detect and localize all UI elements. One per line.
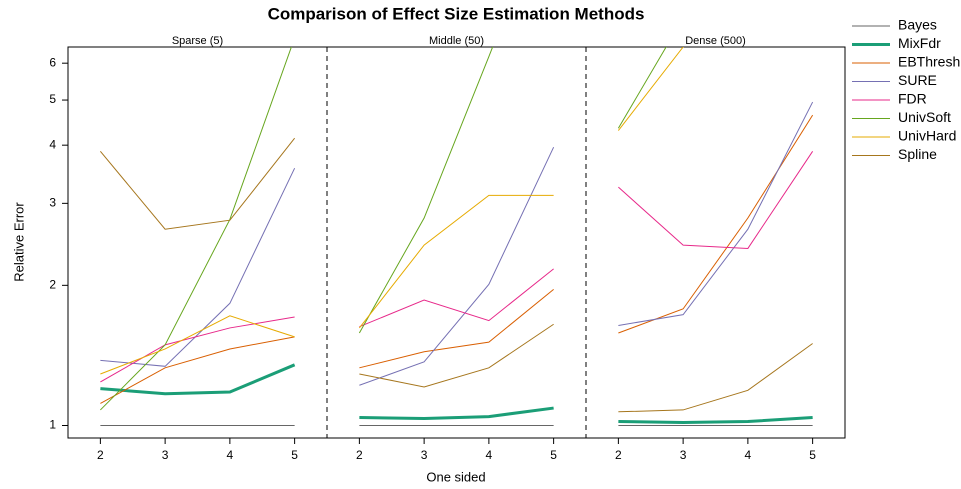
x-tick-label: 3 [680,448,687,462]
series-line [618,151,814,249]
plot-frame [67,46,846,439]
series-line [99,137,296,230]
series-line [358,47,494,334]
series-line [617,47,684,131]
y-tick-label: 3 [49,196,56,210]
legend-label: EBThresh [898,54,960,70]
x-tick-label: 5 [291,448,298,462]
x-tick-label: 3 [162,448,169,462]
series-line [359,406,554,421]
x-tick-label: 5 [550,448,557,462]
y-axis-label: Relative Error [11,202,26,282]
x-tick-label: 2 [615,448,622,462]
legend-label: MixFdr [898,35,941,51]
plot-area [99,47,814,426]
y-tick-label: 1 [49,418,56,432]
y-tick-label: 4 [49,137,56,151]
series-line [100,315,295,375]
y-tick-label: 6 [49,55,56,69]
series-line [359,289,554,369]
series-line [359,146,555,386]
series-line [100,316,295,383]
x-tick-label: 4 [486,448,493,462]
panel-title: Sparse (5) [172,35,223,47]
series-line [617,47,667,129]
x-tick-label: 5 [809,448,816,462]
x-tick-label: 2 [97,448,104,462]
panel-title: Middle (50) [429,35,484,47]
series-line [359,323,554,388]
legend-label: Bayes [898,17,937,33]
legend-label: Spline [898,146,937,162]
series-line [618,114,814,334]
series-line [618,343,813,413]
legend-label: SURE [898,72,937,88]
series-line [359,268,554,328]
y-tick-label: 2 [49,278,56,292]
series-line [100,336,295,404]
legend-label: FDR [898,91,927,107]
y-tick-label: 5 [49,92,56,106]
x-axis-label: One sided [426,469,485,484]
legend-label: UnivSoft [898,109,951,125]
panel-title: Dense (500) [685,35,746,47]
x-tick-label: 2 [356,448,363,462]
series-line [618,101,814,326]
chart-title: Comparison of Effect Size Estimation Met… [268,4,645,23]
series-line [100,47,292,411]
x-tick-label: 4 [745,448,752,462]
legend-label: UnivHard [898,128,956,144]
x-tick-label: 4 [227,448,234,462]
series-line [100,363,296,396]
series-line [358,194,554,329]
x-tick-label: 3 [421,448,428,462]
series-line [618,416,813,424]
